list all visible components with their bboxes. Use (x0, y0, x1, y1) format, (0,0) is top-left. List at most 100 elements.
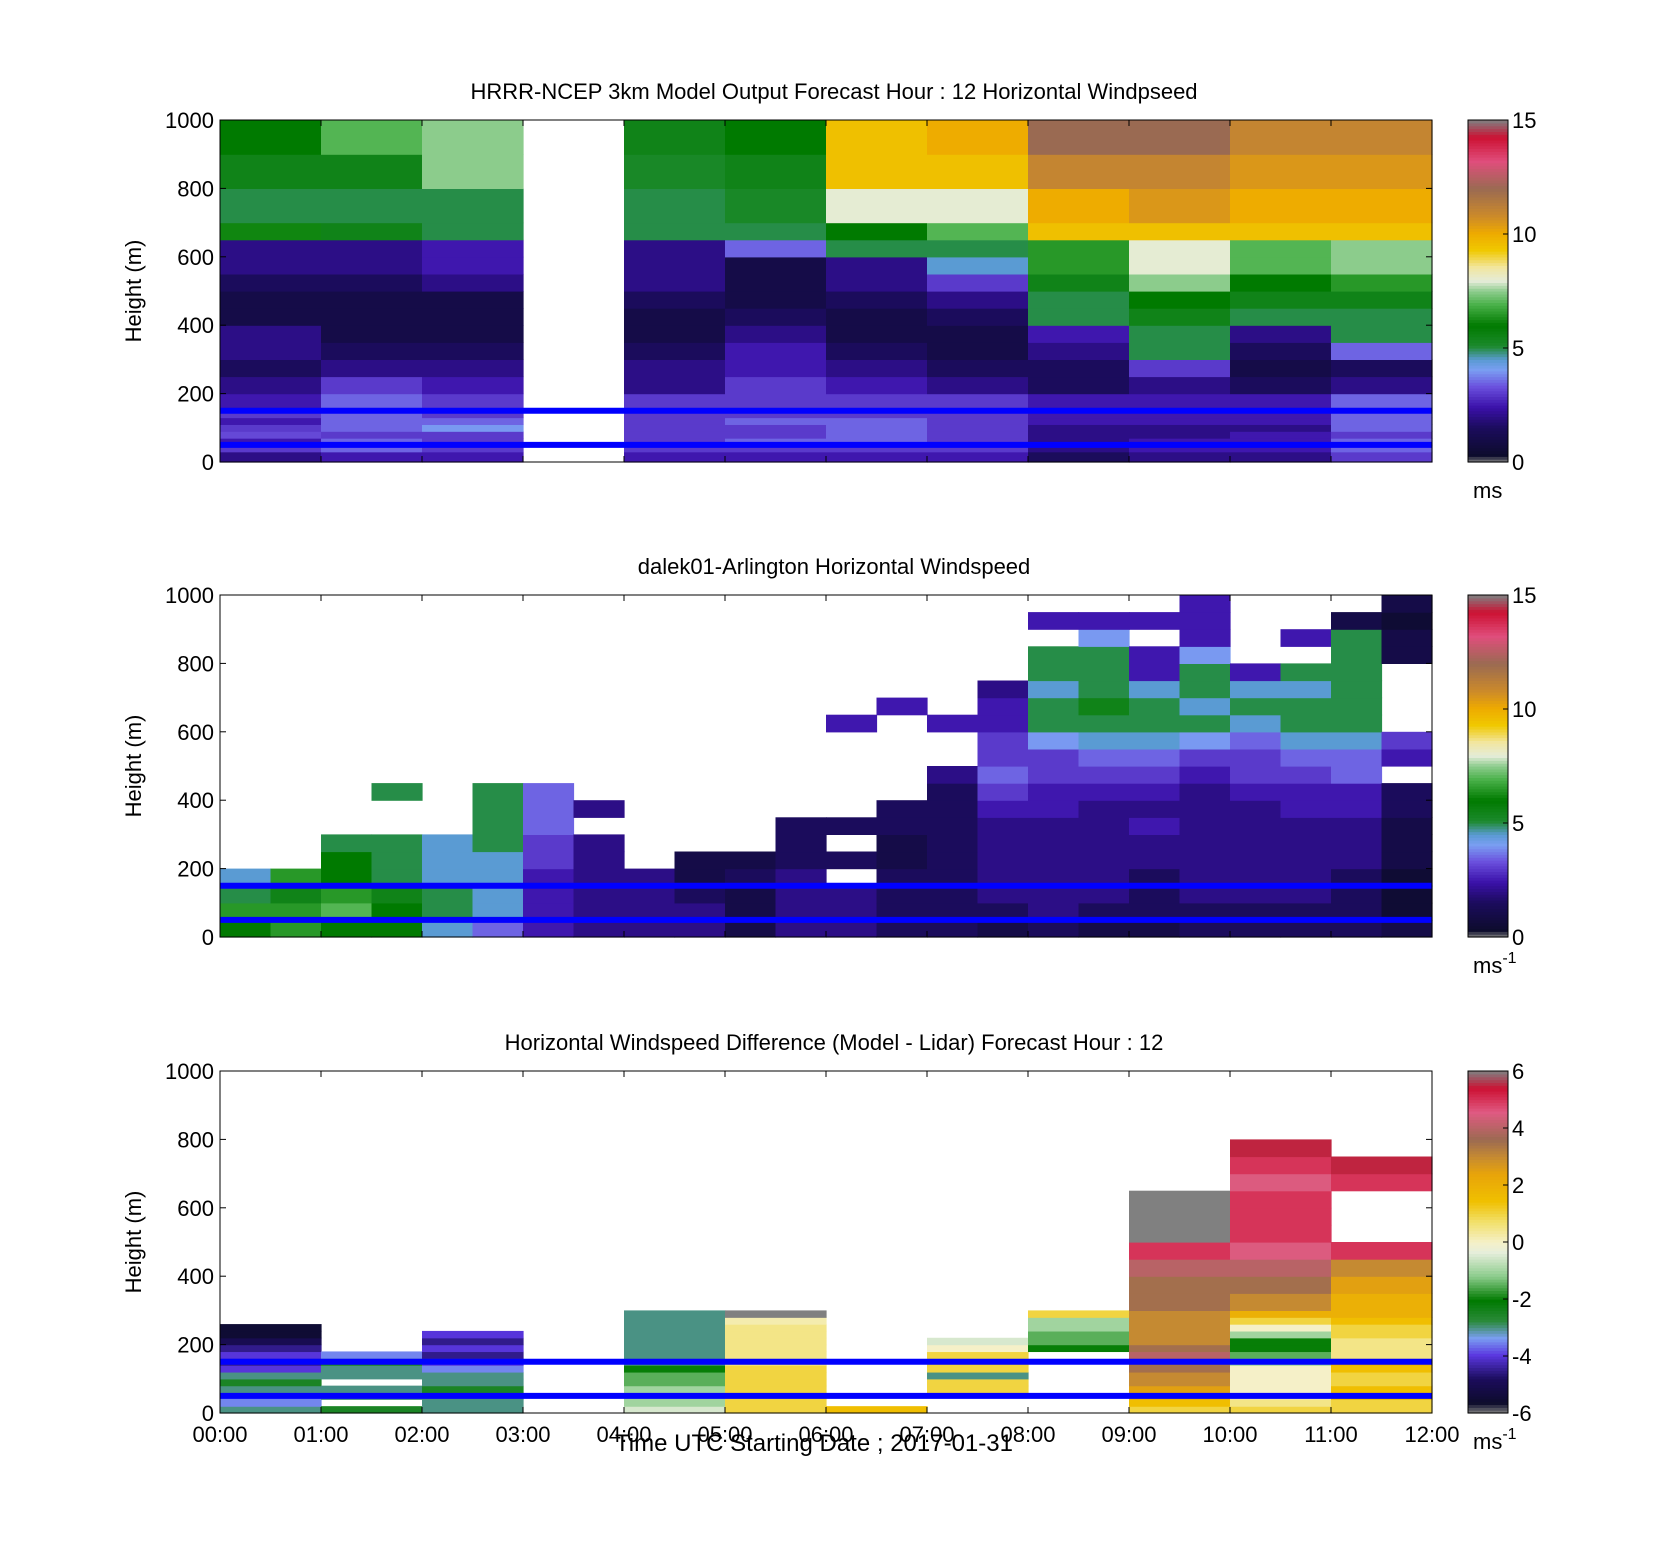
x-tick-label: 12:00 (1404, 1422, 1459, 1447)
colorbar-segment (1468, 660, 1508, 664)
heatmap-cell (1230, 697, 1282, 716)
heatmap-cell (321, 1371, 423, 1380)
colorbar-segment (1468, 356, 1508, 360)
colorbar-tick-label: 0 (1512, 1230, 1524, 1255)
colorbar-segment (1468, 1256, 1508, 1260)
colorbar-segment (1468, 234, 1508, 238)
heatmap-cell (1280, 766, 1332, 784)
colorbar-segment (1468, 199, 1508, 204)
colorbar-segment (1468, 222, 1508, 227)
heatmap-cell (624, 424, 726, 432)
colorbar-segment (1468, 928, 1508, 932)
heatmap-cell (422, 834, 474, 853)
colorbar-segment (1468, 439, 1508, 443)
heatmap-cell (1179, 629, 1231, 647)
x-tick-label: 06:00 (798, 1422, 853, 1447)
heatmap-cell (1129, 359, 1231, 378)
heatmap-cell (1078, 783, 1130, 801)
heatmap-cell (927, 1385, 1029, 1394)
heatmap-cell (220, 424, 322, 432)
colorbar-segment (1468, 396, 1508, 400)
colorbar-segment (1468, 316, 1508, 321)
colorbar-segment (1468, 1390, 1508, 1394)
colorbar-segment (1468, 367, 1508, 372)
heatmap-cell (1129, 1344, 1231, 1353)
colorbar-segment (1468, 774, 1508, 778)
heatmap-cell (523, 800, 575, 818)
x-axis-label: Time UTC Starting Date ; 2017-01-31 (615, 1430, 1013, 1457)
heatmap-cell (1179, 885, 1231, 904)
colorbar-segment (1468, 1116, 1508, 1121)
heatmap-cell (1230, 154, 1332, 189)
colorbar-segment (1468, 877, 1508, 881)
x-tick-label: 00:00 (192, 1422, 247, 1447)
heatmap-cell (624, 1324, 726, 1332)
colorbar-segment (1468, 1202, 1508, 1206)
colorbar-segment (1468, 1304, 1508, 1309)
heatmap-cell (1028, 902, 1080, 921)
heatmap-cell (1028, 120, 1130, 155)
heatmap-cell (1381, 800, 1433, 818)
heatmap-cell (220, 1399, 322, 1407)
colorbar-segment (1468, 148, 1508, 152)
heatmap-cell (321, 273, 423, 292)
colorbar-segment (1468, 1321, 1508, 1326)
heatmap-cell (321, 376, 423, 395)
colorbar-segment (1468, 1284, 1508, 1289)
heatmap-cell (1129, 120, 1231, 155)
heatmap-cell (422, 868, 474, 887)
colorbar-segment (1468, 1196, 1508, 1200)
colorbar-segment (1468, 157, 1508, 161)
heatmap-cell (1028, 748, 1080, 767)
heatmap-cell (1331, 1259, 1433, 1277)
colorbar-tick-label: 5 (1512, 811, 1524, 836)
heatmap-cell (321, 359, 423, 378)
heatmap-cell (321, 291, 423, 309)
heatmap-cell (1078, 800, 1130, 818)
colorbar-segment (1468, 646, 1508, 650)
colorbar-tick-label: 6 (1512, 1059, 1524, 1084)
heatmap-cell (1230, 851, 1282, 870)
heatmap-cell (573, 919, 625, 938)
heatmap-cell (826, 308, 928, 326)
heatmap-cell (1381, 595, 1433, 613)
heatmap-cell (1331, 1351, 1433, 1359)
heatmap-cell (1230, 868, 1282, 887)
heatmap-cell (1179, 731, 1231, 750)
heatmap-cell (1028, 291, 1130, 309)
colorbar-segment (1468, 785, 1508, 790)
colorbar-segment (1468, 623, 1508, 627)
colorbar-segment (1468, 1407, 1508, 1411)
colorbar-segment (1468, 1236, 1508, 1240)
heatmap-cell (1129, 424, 1231, 432)
colorbar-segment (1468, 845, 1508, 850)
colorbar-segment (1468, 669, 1508, 673)
heatmap-cell (1230, 1344, 1332, 1353)
heatmap-cell (1280, 680, 1332, 699)
heatmap-cell (826, 451, 928, 463)
heatmap-cell (725, 291, 827, 309)
heatmap-cell (725, 1378, 827, 1387)
heatmap-cell (270, 868, 322, 887)
heatmap-cell (826, 222, 928, 241)
heatmap-cell (624, 1317, 726, 1325)
colorbar-segment (1468, 737, 1508, 741)
colorbar-segment (1468, 811, 1508, 816)
colorbar-segment (1468, 1213, 1508, 1217)
heatmap-cell (321, 919, 373, 938)
colorbar-segment (1468, 1156, 1508, 1160)
heatmap-cell (220, 239, 322, 258)
x-tick-label: 01:00 (293, 1422, 348, 1447)
colorbar-segment (1468, 1085, 1508, 1089)
heatmap-cell (422, 902, 474, 921)
heatmap-cell (523, 902, 575, 921)
colorbar-segment (1468, 706, 1508, 710)
heatmap-cell (1129, 1207, 1231, 1226)
heatmap-cell (1280, 663, 1332, 682)
colorbar-segment (1468, 834, 1508, 838)
heatmap-cell (321, 239, 423, 258)
heatmap-cell (624, 1399, 726, 1407)
heatmap-cell (523, 817, 575, 835)
heatmap-cell (624, 256, 726, 275)
heatmap-cell (624, 868, 676, 887)
